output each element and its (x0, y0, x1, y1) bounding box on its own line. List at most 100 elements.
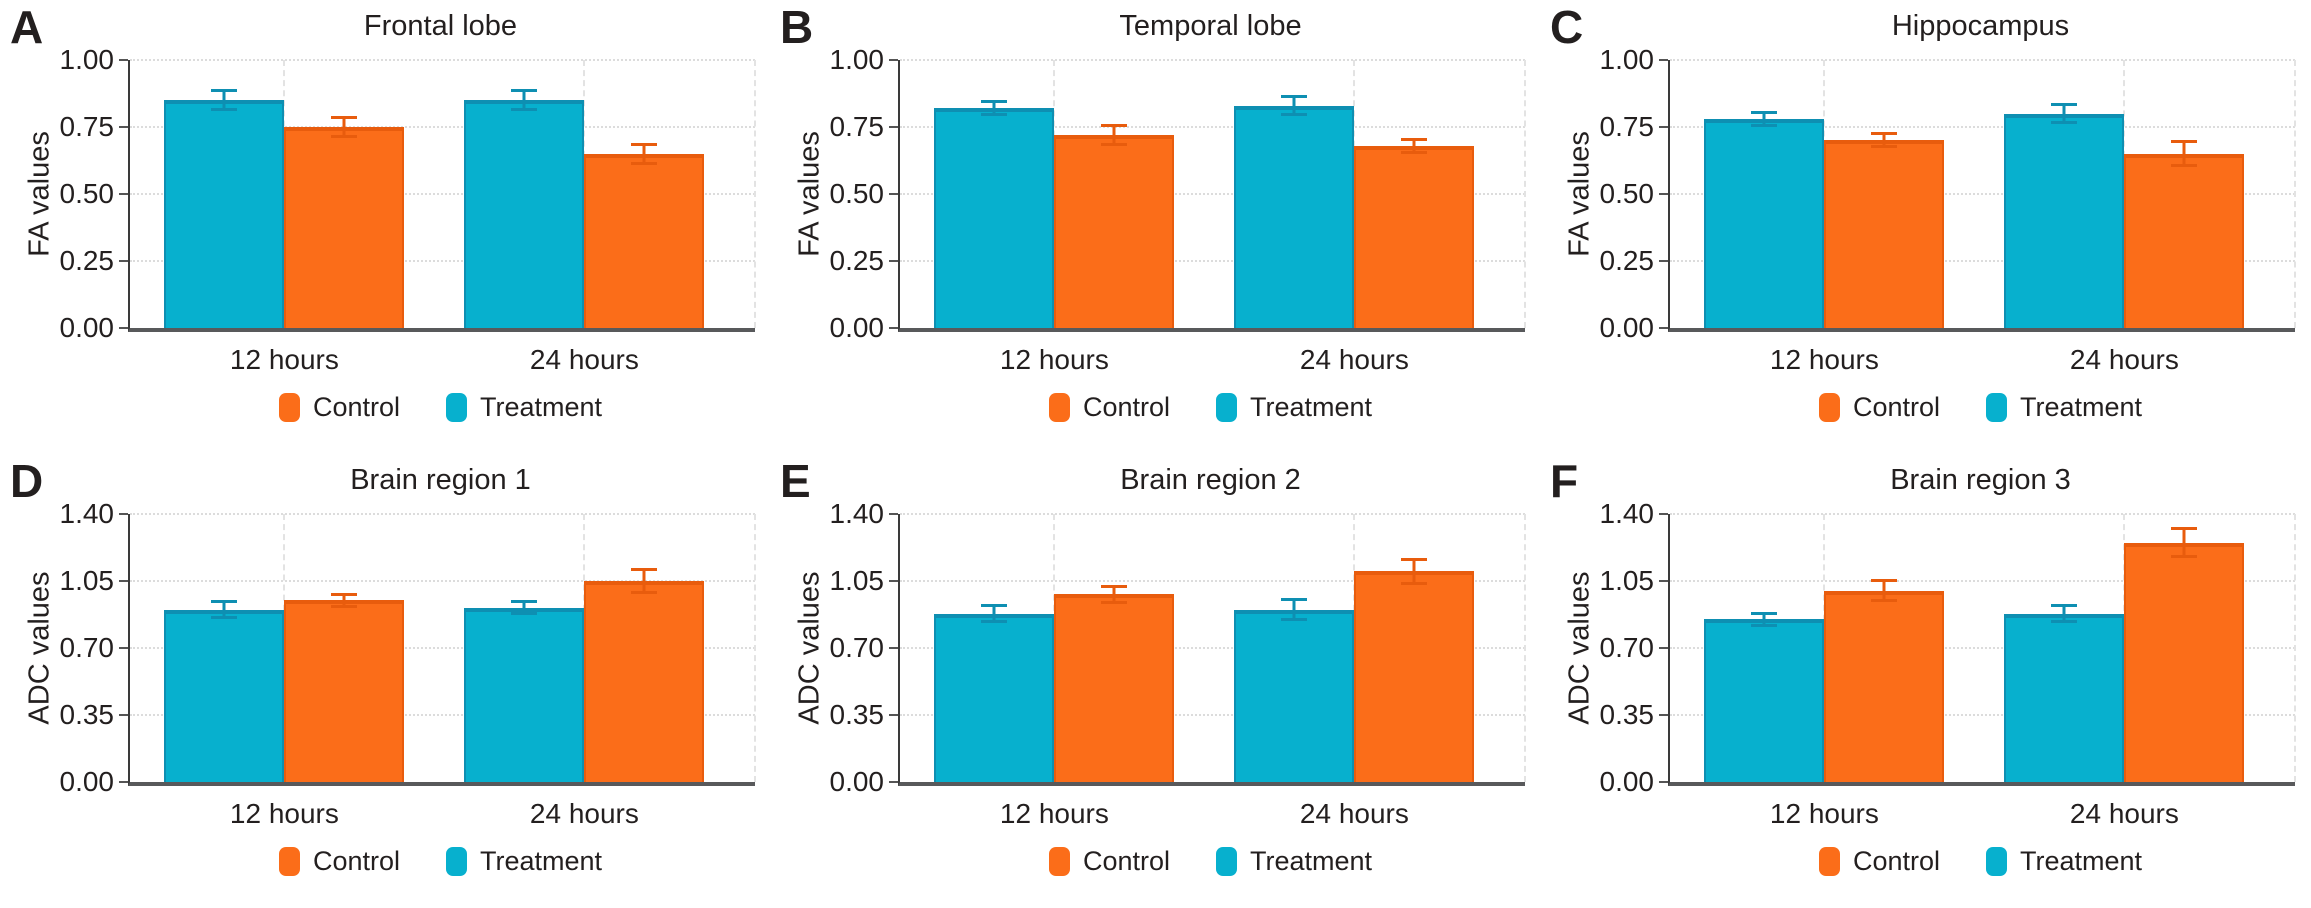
panel-letter: C (1550, 1, 1585, 53)
error-bar-control-24-hours (2171, 140, 2198, 168)
vertical-gridline (754, 514, 756, 782)
error-bar-line (642, 143, 646, 165)
y-tick-mark (1659, 513, 1668, 515)
legend-item-treatment: Treatment (1986, 392, 2142, 423)
legend-label: Control (1082, 846, 1170, 876)
legend-item-control: Control (1818, 392, 1940, 423)
legend-swatch-control (1818, 847, 1840, 876)
plot-row: ADC values 0.00 0.35 0.70 1.05 1.40 12 hours 2… (1540, 499, 2311, 898)
vertical-gridline (1524, 60, 1526, 328)
chart-title: Brain region 3 (1890, 464, 2071, 496)
y-tick-label: 0.00 (59, 312, 115, 343)
panel-letter: A (10, 1, 45, 53)
legend-item-treatment: Treatment (1216, 392, 1372, 423)
error-bar-cap (1101, 600, 1128, 604)
legend-item-treatment: Treatment (446, 846, 602, 877)
legend: Control Treatment (1668, 846, 2293, 877)
error-bar-treatment-24-hours (2051, 102, 2078, 125)
error-bar-cap (2171, 164, 2198, 168)
x-tick-label: 12 hours (999, 344, 1109, 375)
chart-title: Temporal lobe (1119, 10, 1302, 42)
x-tick-label: 24 hours (2069, 344, 2179, 375)
error-bar-cap (631, 591, 658, 595)
y-tick-label: 0.35 (1599, 699, 1655, 730)
vertical-gridline (1524, 514, 1526, 782)
legend-swatch-control (278, 847, 300, 876)
error-bar-line (1882, 132, 1886, 149)
y-tick-label: 0.00 (829, 312, 885, 343)
error-bar-cap (981, 100, 1008, 104)
horizontal-gridline (130, 580, 755, 582)
error-bar-cap (1401, 581, 1428, 585)
legend-item-control: Control (1048, 392, 1170, 423)
error-bar-control-12-hours (331, 592, 358, 608)
bar-treatment-24-hours (464, 100, 585, 328)
y-tick-mark (1659, 126, 1668, 128)
error-bar-line (642, 567, 646, 595)
bar-control-12-hours (1824, 590, 1945, 782)
error-bar-line (342, 592, 346, 608)
error-bar-cap (1871, 145, 1898, 149)
plot-area: 0.00 0.25 0.50 0.75 1.00 12 hours 24 hours (830, 45, 1526, 375)
y-tick-mark (1659, 714, 1668, 716)
legend-label: Treatment (1250, 392, 1373, 422)
y-tick-label: 1.40 (59, 498, 115, 529)
error-bar-treatment-12-hours (211, 600, 238, 620)
legend-swatch-control (1048, 393, 1070, 422)
legend-label: Treatment (480, 392, 603, 422)
y-tick-label: 1.40 (1599, 498, 1655, 529)
bar-control-24-hours (1354, 571, 1475, 782)
y-tick-mark (119, 193, 128, 195)
horizontal-gridline (1670, 580, 2295, 582)
error-bar-cap (1871, 599, 1898, 603)
bar-treatment-12-hours (164, 100, 285, 328)
error-bar-treatment-24-hours (511, 89, 538, 111)
plot-row: FA values 0.00 0.25 0.50 0.75 1.00 12 hours 24… (0, 45, 770, 444)
error-bar-cap (981, 113, 1008, 117)
error-bar-treatment-12-hours (211, 89, 238, 111)
error-bar-line (1292, 94, 1296, 117)
error-bar-control-24-hours (1401, 558, 1428, 585)
error-bar-line (1762, 110, 1766, 127)
error-bar-cap (2051, 620, 2078, 624)
plot-row: ADC values 0.00 0.35 0.70 1.05 1.40 12 hours 2… (0, 499, 770, 898)
horizontal-gridline (1670, 126, 2295, 128)
error-bar-control-24-hours (631, 567, 658, 595)
error-bar-cap (2171, 555, 2198, 559)
error-bar-cap (331, 134, 358, 138)
legend-label: Treatment (480, 846, 603, 876)
error-bar-cap (2171, 140, 2198, 144)
error-bar-cap (631, 143, 658, 147)
legend-label: Control (312, 846, 400, 876)
error-bar-line (1112, 584, 1116, 604)
y-tick-label: 0.00 (1599, 766, 1655, 797)
horizontal-gridline (900, 513, 1525, 515)
chart-title: Hippocampus (1891, 10, 2070, 42)
y-tick-label: 1.00 (829, 44, 885, 75)
panel-letter: F (1550, 455, 1580, 507)
x-tick-label: 24 hours (529, 798, 639, 829)
error-bar-cap (1871, 579, 1898, 583)
legend-item-control: Control (278, 392, 400, 423)
error-bar-line (222, 600, 226, 620)
horizontal-gridline (130, 126, 755, 128)
error-bar-line (2062, 603, 2066, 624)
vertical-gridline (754, 60, 756, 328)
error-bar-control-24-hours (631, 143, 658, 165)
bar-treatment-12-hours (1704, 619, 1825, 782)
bar-control-24-hours (1354, 145, 1475, 328)
bar-treatment-12-hours (164, 609, 285, 782)
chart-title: Brain region 2 (1120, 464, 1301, 496)
y-tick-mark (1659, 580, 1668, 582)
error-bar-line (2182, 527, 2186, 559)
legend-item-treatment: Treatment (446, 392, 602, 423)
bar-treatment-12-hours (1704, 118, 1825, 328)
bar-control-12-hours (1824, 140, 1945, 328)
y-tick-label: 0.35 (829, 699, 885, 730)
legend-item-treatment: Treatment (1986, 846, 2142, 877)
horizontal-gridline (900, 126, 1525, 128)
error-bar-control-12-hours (1871, 579, 1898, 603)
error-bar-cap (511, 89, 538, 93)
legend-swatch-treatment (1216, 847, 1237, 876)
error-bar-cap (2051, 603, 2078, 607)
